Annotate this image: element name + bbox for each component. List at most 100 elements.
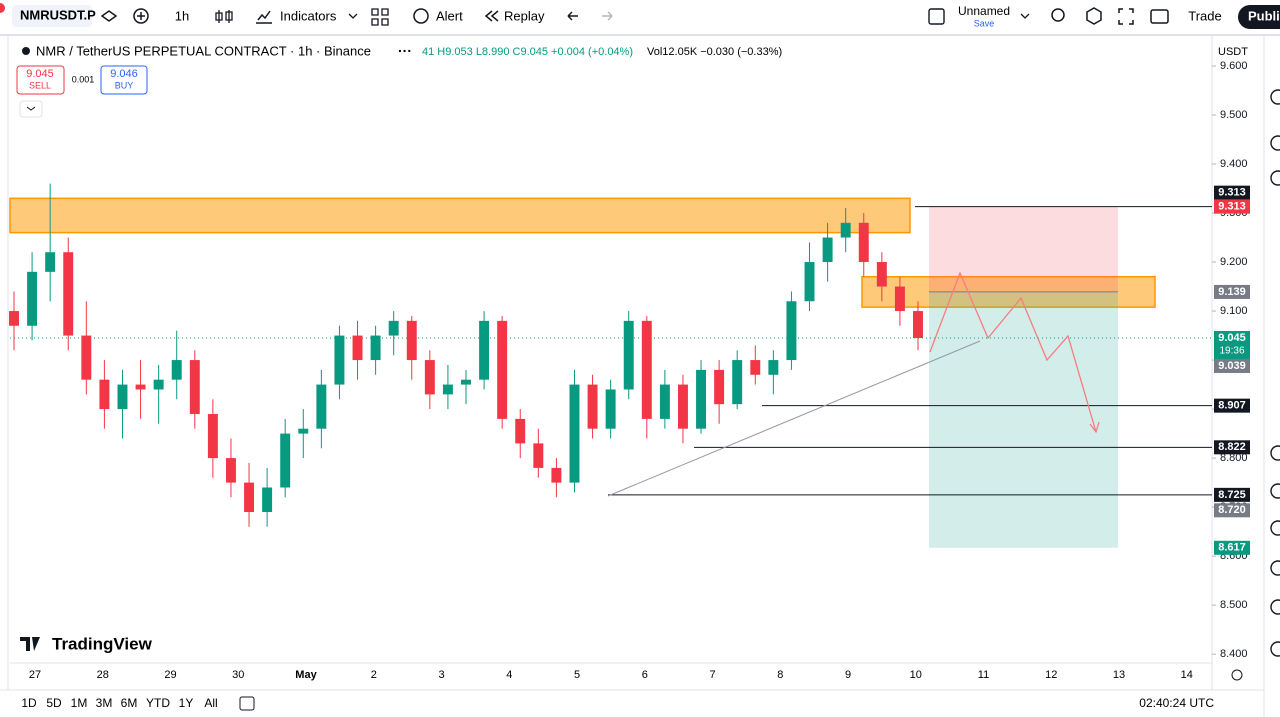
more[interactable]: ···: [398, 43, 412, 59]
redo[interactable]: [602, 11, 613, 21]
candle-body: [442, 384, 453, 395]
x-tick-label: 29: [164, 669, 176, 681]
sidebar-icon[interactable]: [1270, 599, 1280, 615]
candle-body: [659, 384, 670, 419]
x-tick-label: 7: [709, 669, 715, 681]
candle-body: [677, 384, 688, 429]
x-tick-label: 3: [438, 669, 444, 681]
price-tag-label: 9.313: [1218, 187, 1246, 199]
indicators[interactable]: Indicators: [280, 8, 337, 23]
price-tag-label: 8.907: [1218, 400, 1246, 412]
legend-volume: Vol12.05K −0.030 (−0.33%): [647, 46, 782, 58]
range-button[interactable]: 5D: [46, 696, 62, 710]
fullscreen-icon[interactable]: [1118, 8, 1134, 25]
search-icon[interactable]: [1051, 8, 1065, 22]
candle-body: [533, 443, 544, 468]
sidebar-icon[interactable]: [1270, 483, 1280, 499]
layout-checkbox[interactable]: [928, 8, 945, 25]
legend-ohlc: 41 H9.053 L8.990 C9.045 +0.004 (+0.04%): [422, 46, 633, 58]
y-tick-label: 8.400: [1220, 648, 1248, 660]
x-tick-label: 4: [506, 669, 512, 681]
compare-icon[interactable]: [100, 10, 118, 22]
price-tag: [1214, 440, 1250, 455]
candle-body: [913, 311, 923, 339]
dropdown[interactable]: [1020, 13, 1030, 19]
range-button[interactable]: 1Y: [179, 696, 194, 710]
indicators-icon[interactable]: [256, 10, 272, 24]
range-button[interactable]: 3M: [96, 696, 113, 710]
price-tag: [1214, 398, 1250, 413]
clock: 02:40:24 UTC: [1139, 696, 1214, 710]
symbol-button[interactable]: [12, 5, 92, 27]
publish[interactable]: Publis: [1248, 8, 1280, 23]
alert[interactable]: Alert: [436, 8, 463, 23]
price-tag: [1214, 331, 1250, 360]
trade[interactable]: Trade: [1188, 8, 1221, 23]
y-tick-label: 8.800: [1220, 452, 1248, 464]
goto-date-icon[interactable]: [239, 696, 255, 711]
x-tick-label: 14: [1181, 669, 1193, 681]
price-tag-label: 8.617: [1218, 542, 1246, 554]
settings-icon[interactable]: [1086, 7, 1102, 25]
range-button[interactable]: 1D: [21, 696, 37, 710]
candle-body: [551, 467, 562, 483]
x-tick-label: 30: [232, 669, 244, 681]
sidebar-icon[interactable]: [1270, 641, 1280, 657]
sidebar-icon[interactable]: [1270, 560, 1280, 576]
chevron: [26, 106, 36, 111]
buy-button[interactable]: [100, 65, 148, 95]
sell-price[interactable]: 9.045: [26, 68, 54, 80]
buy-price[interactable]: 9.046: [110, 68, 138, 80]
chart-type-icon[interactable]: [215, 10, 233, 23]
candle-body: [497, 320, 508, 419]
price-tag: [1214, 199, 1250, 214]
sidebar-icon[interactable]: [1270, 445, 1280, 461]
interval[interactable]: 1h: [175, 8, 189, 23]
candle-body: [822, 237, 833, 263]
currency[interactable]: USDT: [1218, 46, 1248, 58]
replay-icon[interactable]: [484, 10, 499, 22]
sell-button[interactable]: [16, 65, 65, 95]
sidebar-icon[interactable]: [1270, 520, 1280, 536]
sidebar-icon[interactable]: [1270, 135, 1280, 151]
projection-arrow: [1089, 421, 1100, 434]
x-tick-label: 27: [29, 669, 41, 681]
range-button[interactable]: All: [204, 696, 217, 710]
candle-body: [45, 252, 56, 272]
snapshot-icon[interactable]: [1150, 9, 1169, 24]
x-tick-label: 11: [978, 669, 989, 681]
sidebar-icon[interactable]: [1270, 170, 1280, 186]
replay[interactable]: Replay: [504, 8, 545, 23]
y-tick-label: 9.200: [1220, 256, 1248, 268]
buy-label[interactable]: BUY: [115, 80, 134, 90]
undo[interactable]: [567, 11, 578, 21]
sell-label[interactable]: SELL: [29, 80, 51, 90]
collapse-button[interactable]: [19, 100, 43, 118]
layout-name[interactable]: Unnamed: [958, 4, 1010, 18]
dropdown[interactable]: [348, 13, 358, 19]
layouts-icon[interactable]: [371, 8, 389, 26]
x-tick-label: 28: [97, 669, 109, 681]
symbol[interactable]: NMRUSDT.P: [20, 7, 96, 22]
sidebar-icon[interactable]: [1270, 89, 1280, 105]
alert-icon[interactable]: [413, 8, 429, 24]
price-tag-label: 9.045: [1218, 332, 1246, 344]
stop-area: [929, 206, 1118, 292]
candle-body: [225, 458, 236, 483]
candle-body: [858, 222, 869, 263]
x-tick-label: 10: [910, 669, 922, 681]
candle-body: [298, 428, 309, 434]
save[interactable]: Save: [974, 18, 995, 28]
candle-body: [623, 320, 634, 390]
range-button[interactable]: 6M: [121, 696, 138, 710]
range-button[interactable]: YTD: [146, 696, 170, 710]
trend-line: [607, 340, 981, 497]
price-tag: [1214, 487, 1250, 502]
axis-settings[interactable]: [1231, 669, 1243, 681]
publish-button[interactable]: [1238, 5, 1280, 29]
range-button[interactable]: 1M: [71, 696, 88, 710]
candle-body: [876, 262, 887, 287]
candle-body: [352, 335, 363, 361]
price-tag: [1214, 358, 1250, 373]
add-symbol-icon[interactable]: [133, 8, 149, 24]
